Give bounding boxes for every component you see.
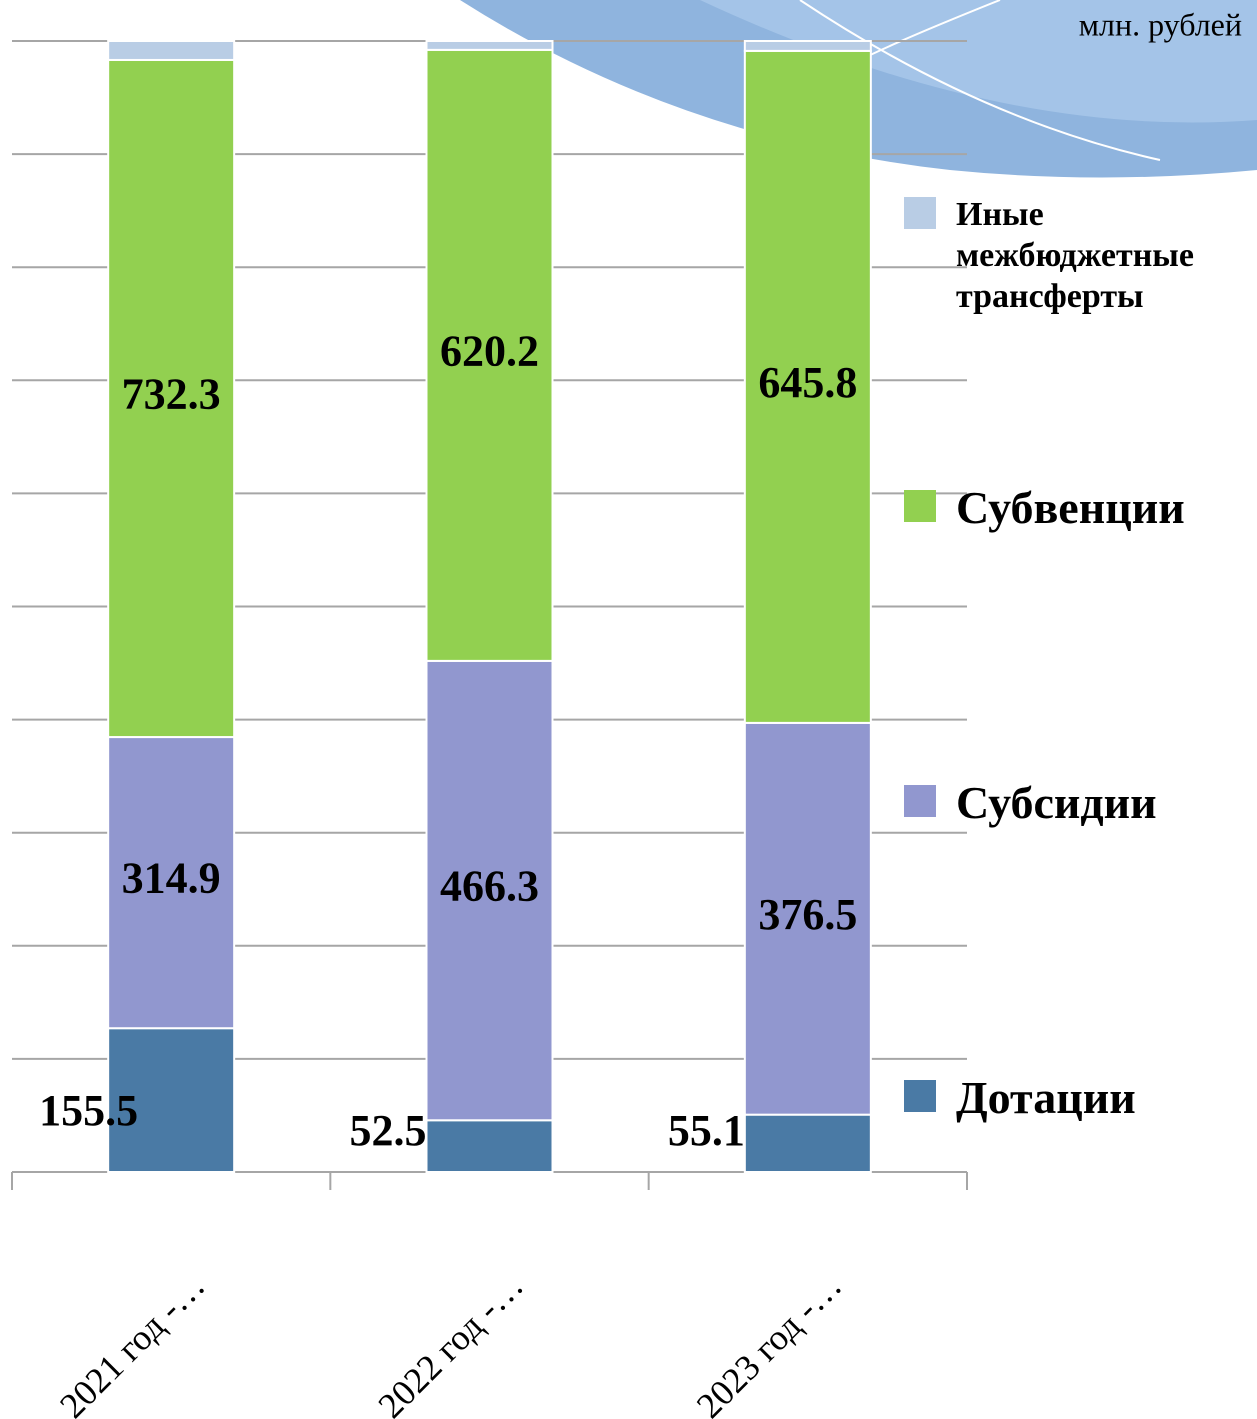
bar-segment xyxy=(107,736,236,1030)
legend-label: Субсидии xyxy=(956,777,1157,828)
bar-segment xyxy=(425,40,554,51)
data-label: 55.1 xyxy=(668,1106,745,1155)
x-tick-label: 2022 год -… xyxy=(370,1265,531,1419)
data-label: 732.3 xyxy=(122,370,221,419)
legend-label: Иные межбюджетные трансферты xyxy=(956,196,1194,315)
bar-segment xyxy=(743,721,872,1116)
legend-swatch xyxy=(904,1080,936,1112)
data-label: 466.3 xyxy=(440,862,539,911)
unit-label: млн. рублей xyxy=(1079,6,1242,42)
legend-label: Субвенции xyxy=(956,482,1185,533)
bar-segment xyxy=(107,58,236,739)
data-label: 52.5 xyxy=(350,1106,427,1155)
legend-swatch xyxy=(904,785,936,817)
legend-entry: Субсидии xyxy=(904,775,1254,830)
legend-entry: Иные межбюджетные трансферты xyxy=(904,195,1254,317)
bar-segment xyxy=(425,1119,554,1174)
bar-segment xyxy=(425,659,554,1122)
data-label: 620.2 xyxy=(440,326,539,375)
bar-segment xyxy=(743,1113,872,1173)
data-label: 314.9 xyxy=(122,854,221,903)
legend-swatch xyxy=(904,197,936,229)
x-tick-label: 2023 год -… xyxy=(689,1265,850,1419)
legend-entry: Субвенции xyxy=(904,480,1254,535)
legend-swatch xyxy=(904,490,936,522)
data-label: 155.5 xyxy=(39,1086,138,1135)
data-label: 645.8 xyxy=(758,358,857,407)
x-tick-label: 2021 год -… xyxy=(52,1265,213,1419)
data-label: 376.5 xyxy=(758,890,857,939)
legend-entry: Дотации xyxy=(904,1070,1254,1125)
bar-segment xyxy=(743,49,872,724)
bar-segment xyxy=(107,1027,236,1173)
bar-segment xyxy=(743,40,872,52)
legend-label: Дотации xyxy=(956,1072,1136,1123)
bar-segment xyxy=(107,40,236,61)
